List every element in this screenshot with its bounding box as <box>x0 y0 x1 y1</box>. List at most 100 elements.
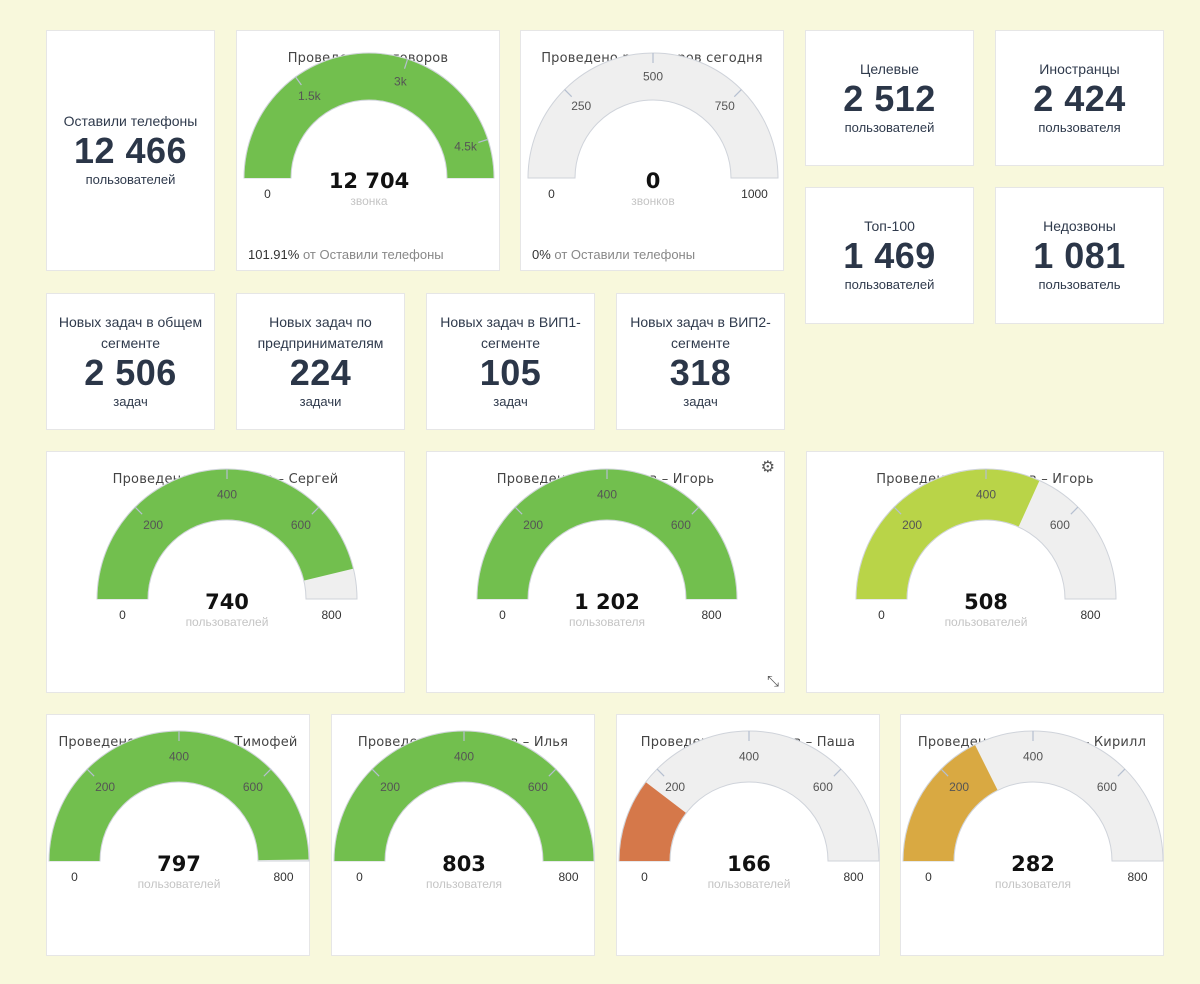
stat-value: 2 512 <box>843 77 936 119</box>
gauge-card-igor-2[interactable]: Проведено разговоров – Игорь 20040060008… <box>806 451 1164 693</box>
gauge-tick <box>295 76 302 86</box>
gauge-tick-label: 750 <box>715 99 735 113</box>
footer-percent: 101.91% <box>248 247 300 262</box>
gauge-tick-label: 600 <box>671 518 691 532</box>
gauge-tick-label: 400 <box>1023 750 1043 764</box>
gauge-tick-label: 200 <box>380 780 400 794</box>
stat-value: 224 <box>289 351 352 393</box>
stat-card-tasks-vip2[interactable]: Новых задач в ВИП2-сегменте 318 задач <box>616 293 785 430</box>
gauge-tick-label: 200 <box>665 780 685 794</box>
gauge-track <box>618 730 880 862</box>
gauge-card-sergey[interactable]: Проведено разговоров – Сергей 2004006000… <box>46 451 405 693</box>
stat-label: Оставили телефоны <box>63 113 198 129</box>
gauge-max-label: 1000 <box>741 187 768 201</box>
gauge-tick-label: 200 <box>523 518 543 532</box>
gauge-unit: пользователя <box>426 877 502 891</box>
gauge-tick-label: 200 <box>902 518 922 532</box>
gauge-fill <box>619 782 686 861</box>
gauge-unit: пользователя <box>995 877 1071 891</box>
gauge-card-igor-1[interactable]: Проведено разговоров – Игорь 20040060008… <box>426 451 785 693</box>
gauge-tick <box>134 506 143 515</box>
gauge-fill <box>334 731 594 861</box>
gauge-tick-label: 200 <box>949 780 969 794</box>
stat-unit: пользователь <box>1038 277 1121 292</box>
gauge-max-label: 800 <box>1127 870 1147 884</box>
stat-card-tasks-general[interactable]: Новых задач в общем сегменте 2 506 задач <box>46 293 215 430</box>
gauge-unit: пользователей <box>138 877 221 891</box>
gauge-tick <box>733 89 742 98</box>
gauge-max-label: 800 <box>273 870 293 884</box>
gauge-unit: пользователей <box>186 615 269 629</box>
gauge-footer: 101.91% от Оставили телефоны <box>248 247 444 262</box>
stat-value: 2 506 <box>84 351 177 393</box>
gauge-tick <box>564 89 573 98</box>
stat-value: 2 424 <box>1033 77 1126 119</box>
stat-card-target[interactable]: Целевые 2 512 пользователей <box>805 30 974 166</box>
footer-text: от Оставили телефоны <box>554 247 696 262</box>
stat-card-foreigners[interactable]: Иностранцы 2 424 пользователя <box>995 30 1164 166</box>
gauge-max-label: 800 <box>558 870 578 884</box>
gear-icon[interactable]: ⚙ <box>760 459 775 476</box>
stat-label: Недозвоны <box>1043 218 1116 234</box>
gauge-value: 508 <box>964 590 1008 614</box>
gauge-min-label: 0 <box>499 608 506 622</box>
gauge-card-today[interactable]: Проведено разговоров сегодня 25050075001… <box>520 30 784 271</box>
stat-unit: задач <box>683 393 718 409</box>
gauge-card-ilya[interactable]: Проведено разговоров – Илья 200400600080… <box>331 714 595 956</box>
stat-label: Новых задач по предпринимателям <box>257 313 384 351</box>
gauge-unit: звонка <box>350 194 388 208</box>
gauge-unit: звонков <box>631 194 674 208</box>
stat-card-missed[interactable]: Недозвоны 1 081 пользователь <box>995 187 1164 324</box>
stat-value: 1 081 <box>1033 235 1126 276</box>
gauge-card-timofey[interactable]: Проведено разговоров – Тимофей 200400600… <box>46 714 310 956</box>
footer-percent: 0% <box>532 247 551 262</box>
gauge-tick-label: 400 <box>739 750 759 764</box>
gauge-tick <box>403 58 409 69</box>
gauge-min-label: 0 <box>356 870 363 884</box>
resize-icon[interactable]: ⤡ <box>766 673 779 690</box>
gauge-tick-label: 400 <box>976 488 996 502</box>
stat-card-top100[interactable]: Топ-100 1 469 пользователей <box>805 187 974 324</box>
stat-label: Топ-100 <box>864 218 915 234</box>
footer-text: от Оставили телефоны <box>302 247 444 262</box>
gauge-tick-label: 3k <box>394 74 408 88</box>
gauge-tick-label: 250 <box>571 99 591 113</box>
stat-card-left-phones[interactable]: Оставили телефоны 12 466 пользователей <box>46 30 215 271</box>
gauge-fill <box>477 469 737 599</box>
gauge-max-label: 800 <box>321 608 341 622</box>
gauge-card-kirill[interactable]: Проведено разговоров – Кирилл 2004006000… <box>900 714 1164 956</box>
gauge-tick <box>311 506 320 515</box>
gauge-tick-label: 600 <box>1050 518 1070 532</box>
gauge-value: 740 <box>205 590 249 614</box>
gauge-tick <box>263 768 272 777</box>
stat-card-tasks-entrepreneurs[interactable]: Новых задач по предпринимателям 224 зада… <box>236 293 405 430</box>
gauge-tick-label: 400 <box>597 488 617 502</box>
gauge-value: 1 202 <box>574 590 640 614</box>
gauge-value: 797 <box>157 852 201 876</box>
stat-label: Целевые <box>860 60 919 77</box>
stat-unit: задачи <box>299 393 342 409</box>
gauge-min-label: 0 <box>548 187 555 201</box>
gauge-max-label: 800 <box>1080 608 1100 622</box>
stat-unit: пользователей <box>844 119 935 135</box>
gauge-tick <box>833 768 842 777</box>
stat-unit: задач <box>493 393 528 409</box>
stat-card-tasks-vip1[interactable]: Новых задач в ВИП1-сегменте 105 задач <box>426 293 595 430</box>
gauge-tick <box>478 138 489 144</box>
gauge-tick-label: 600 <box>813 780 833 794</box>
gauge-min-label: 0 <box>878 608 885 622</box>
gauge-unit: пользователей <box>945 615 1028 629</box>
gauge-card-pasha[interactable]: Проведено разговоров – Паша 200400600080… <box>616 714 880 956</box>
stat-value: 12 466 <box>73 130 188 171</box>
gauge-tick <box>656 768 665 777</box>
gauge-tick-label: 400 <box>217 488 237 502</box>
gauge-tick-label: 600 <box>1097 780 1117 794</box>
gauge-tick <box>514 506 523 515</box>
gauge-track <box>527 52 779 179</box>
